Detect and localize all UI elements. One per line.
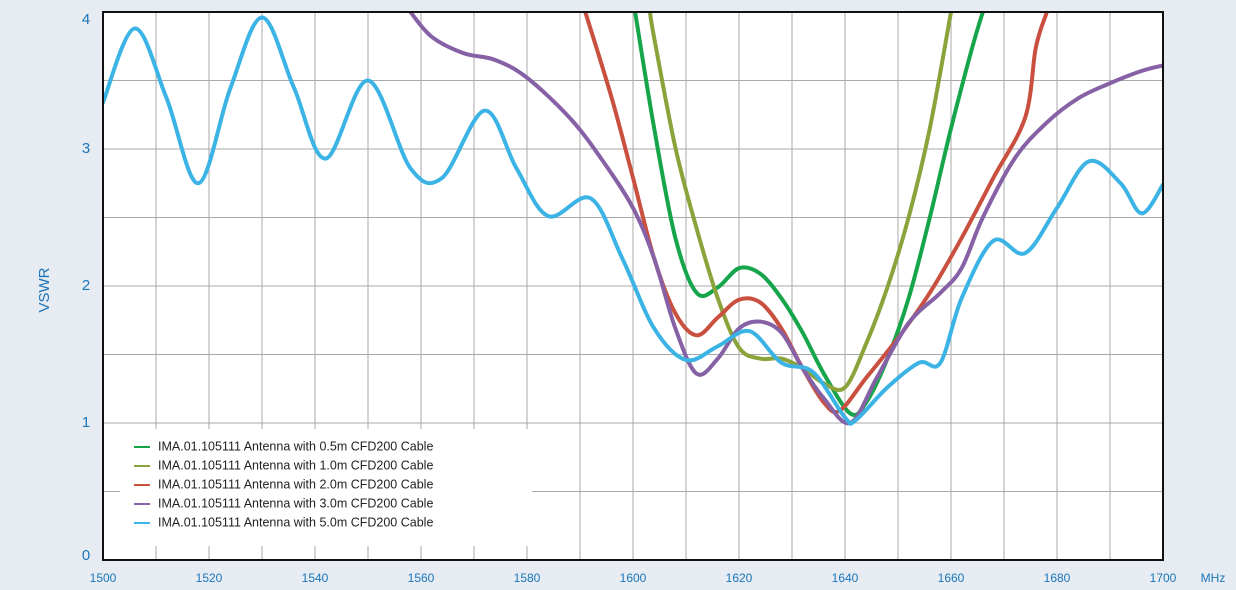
- legend-label: IMA.01.105111 Antenna with 0.5m CFD200 C…: [158, 439, 433, 453]
- x-tick-label: 1640: [832, 571, 859, 585]
- x-tick-label: 1680: [1044, 571, 1071, 585]
- x-tick-label: 1520: [196, 571, 223, 585]
- series-line: [633, 12, 985, 417]
- legend-label: IMA.01.105111 Antenna with 2.0m CFD200 C…: [158, 477, 433, 491]
- legend-label: IMA.01.105111 Antenna with 1.0m CFD200 C…: [158, 458, 433, 472]
- y-axis-label: VSWR: [36, 267, 53, 312]
- x-tick-label: 1500: [90, 571, 117, 585]
- x-tick-label: 1660: [938, 571, 965, 585]
- legend: IMA.01.105111 Antenna with 0.5m CFD200 C…: [120, 429, 532, 546]
- x-tick-label: 1700: [1150, 571, 1177, 585]
- series-line: [103, 15, 1163, 426]
- x-tick-label: 1600: [620, 571, 647, 585]
- y-tick-label: 2: [82, 277, 90, 294]
- legend-label: IMA.01.105111 Antenna with 5.0m CFD200 C…: [158, 515, 433, 529]
- x-tick-label: 1580: [514, 571, 541, 585]
- x-tick-label: 1620: [726, 571, 753, 585]
- legend-label: IMA.01.105111 Antenna with 3.0m CFD200 C…: [158, 496, 433, 510]
- y-tick-label: 4: [82, 11, 90, 28]
- lines: [103, 12, 1163, 426]
- y-tick-label: 0: [82, 547, 90, 564]
- series-line: [408, 12, 1163, 426]
- x-tick-label: 1560: [408, 571, 435, 585]
- series-line: [647, 12, 953, 392]
- y-tick-label: 3: [82, 140, 90, 157]
- x-tick-label: 1540: [302, 571, 329, 585]
- plot-border: [102, 11, 1164, 561]
- y-tick-label: 1: [82, 414, 90, 431]
- legend-box: [120, 429, 532, 546]
- x-axis-label: MHz: [1201, 571, 1226, 585]
